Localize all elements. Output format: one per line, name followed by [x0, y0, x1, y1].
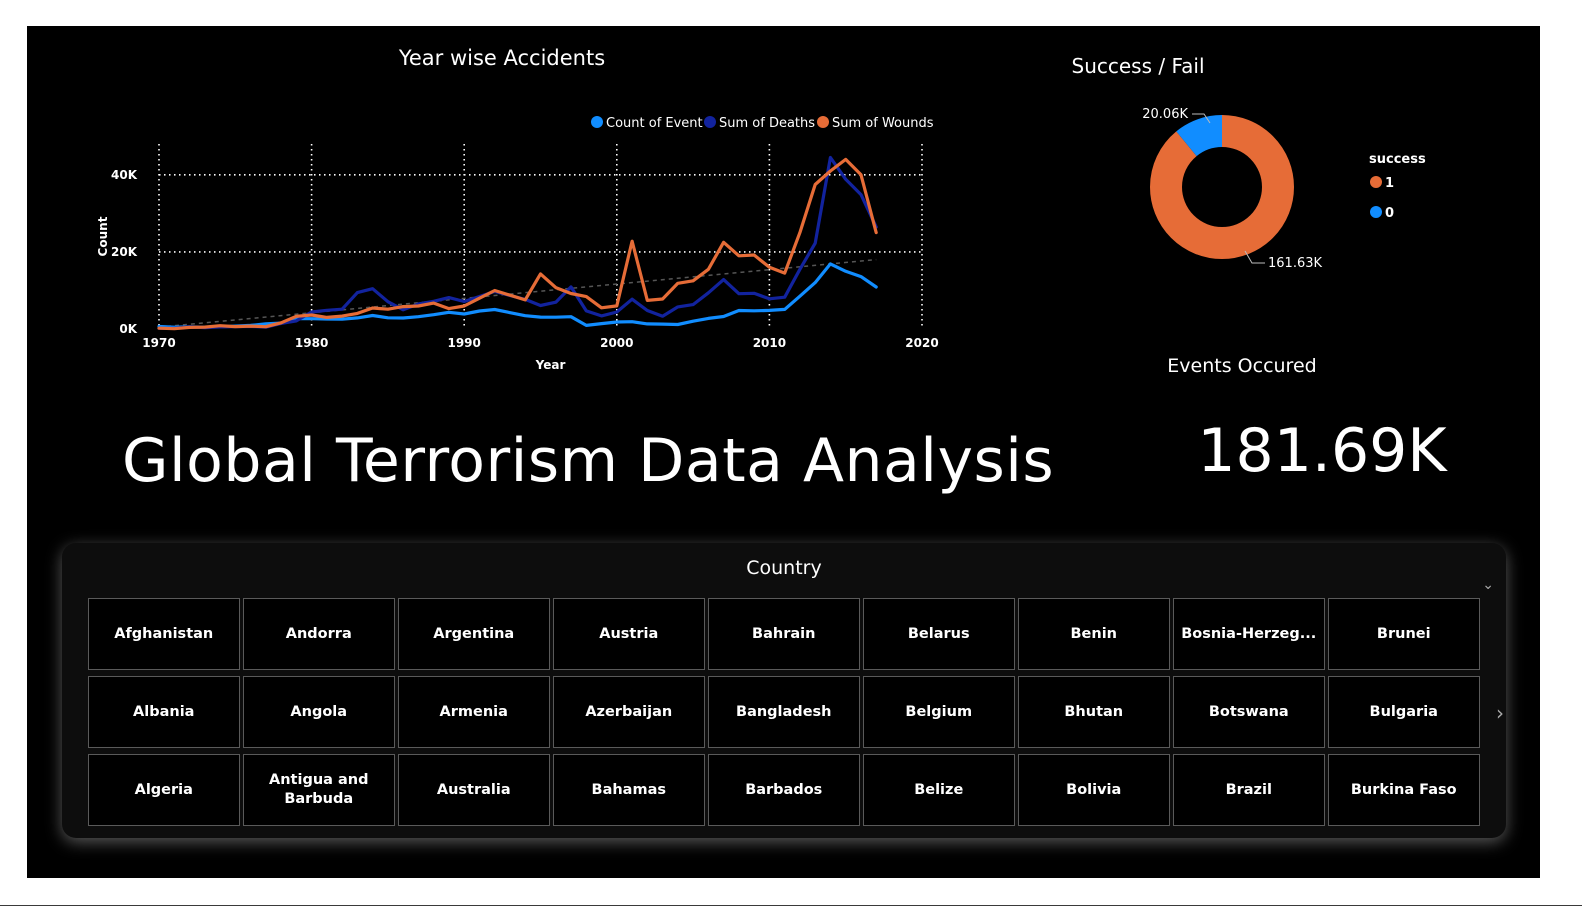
country-option[interactable]: Algeria: [88, 754, 240, 826]
country-option[interactable]: Burkina Faso: [1328, 754, 1480, 826]
country-option[interactable]: Angola: [243, 676, 395, 748]
country-option[interactable]: Bangladesh: [708, 676, 860, 748]
legend-label: 1: [1385, 176, 1394, 191]
legend-marker: [817, 116, 829, 128]
y-tick-label: 0K: [119, 322, 137, 336]
country-option[interactable]: Belgium: [863, 676, 1015, 748]
slicer-title: Country: [746, 557, 822, 579]
legend-marker: [1370, 206, 1382, 218]
report-canvas: Year wise Accidents Count of Event Sum of…: [27, 26, 1540, 878]
trend-line: [158, 258, 877, 328]
kpi-value: 181.69K: [1197, 416, 1447, 486]
line-chart-title: Year wise Accidents: [398, 46, 606, 70]
donut-slice: [1150, 115, 1294, 259]
x-tick-label: 1980: [295, 336, 328, 350]
country-option[interactable]: Azerbaijan: [553, 676, 705, 748]
country-option[interactable]: Bulgaria: [1328, 676, 1480, 748]
legend-marker: [591, 116, 603, 128]
x-tick-label: 2010: [753, 336, 786, 350]
country-option[interactable]: Botswana: [1173, 676, 1325, 748]
country-option[interactable]: Bahrain: [708, 598, 860, 670]
x-axis-title: Year: [535, 358, 566, 372]
country-option[interactable]: Bahamas: [553, 754, 705, 826]
legend-label: Count of Event: [606, 116, 703, 131]
country-option[interactable]: Belize: [863, 754, 1015, 826]
y-axis-title: Count: [96, 216, 110, 256]
page-title: Global Terrorism Data Analysis: [122, 426, 1055, 496]
country-option[interactable]: Bhutan: [1018, 676, 1170, 748]
legend-marker: [704, 116, 716, 128]
donut-chart-title: Success / Fail: [1071, 54, 1205, 78]
x-tick-label: 2000: [600, 336, 633, 350]
series-line: [157, 157, 878, 331]
country-option[interactable]: Armenia: [398, 676, 550, 748]
legend-title: success: [1369, 152, 1426, 167]
country-option[interactable]: Brazil: [1173, 754, 1325, 826]
legend-label: 0: [1385, 206, 1394, 221]
kpi-title: Events Occured: [1167, 355, 1317, 377]
country-option[interactable]: Benin: [1018, 598, 1170, 670]
country-option[interactable]: Barbados: [708, 754, 860, 826]
country-option[interactable]: Bosnia-Herzeg...: [1173, 598, 1325, 670]
x-tick-label: 2020: [905, 336, 938, 350]
donut-ring: [1150, 115, 1294, 259]
country-option[interactable]: Austria: [553, 598, 705, 670]
divider: [0, 905, 1582, 906]
line-chart[interactable]: Count of Event Sum of Deaths Sum of Wounds…: [82, 46, 962, 376]
chevron-right-icon[interactable]: ›: [1496, 701, 1504, 725]
country-grid: Afghanistan Andorra Argentina Austria Bahrai…: [88, 598, 1480, 826]
country-option[interactable]: Belarus: [863, 598, 1015, 670]
legend-label: Sum of Wounds: [832, 116, 934, 131]
country-option[interactable]: Argentina: [398, 598, 550, 670]
country-slicer: Country ⌄ › Afghanistan Andorra Argentina A…: [62, 543, 1506, 838]
x-tick-label: 1990: [447, 336, 480, 350]
leader-line: [1192, 113, 1211, 124]
leader-line: [1244, 250, 1265, 264]
chevron-down-icon[interactable]: ⌄: [1482, 577, 1494, 593]
data-label: 20.06K: [1142, 107, 1188, 122]
legend-marker: [1370, 176, 1382, 188]
data-label: 161.63K: [1268, 256, 1322, 271]
country-option[interactable]: Australia: [398, 754, 550, 826]
donut-slice: [1150, 115, 1294, 259]
country-option[interactable]: Brunei: [1328, 598, 1480, 670]
x-tick-label: 1970: [142, 336, 175, 350]
country-option[interactable]: Albania: [88, 676, 240, 748]
legend-label: Sum of Deaths: [719, 116, 815, 131]
y-tick-label: 40K: [111, 168, 138, 182]
series-line: [157, 155, 878, 330]
donut-chart[interactable]: 20.06K 161.63K success 1 0: [1057, 51, 1477, 311]
country-option[interactable]: Antigua and Barbuda: [243, 754, 395, 826]
country-option[interactable]: Andorra: [243, 598, 395, 670]
country-option[interactable]: Bolivia: [1018, 754, 1170, 826]
y-tick-label: 20K: [111, 245, 138, 259]
country-option[interactable]: Afghanistan: [88, 598, 240, 670]
